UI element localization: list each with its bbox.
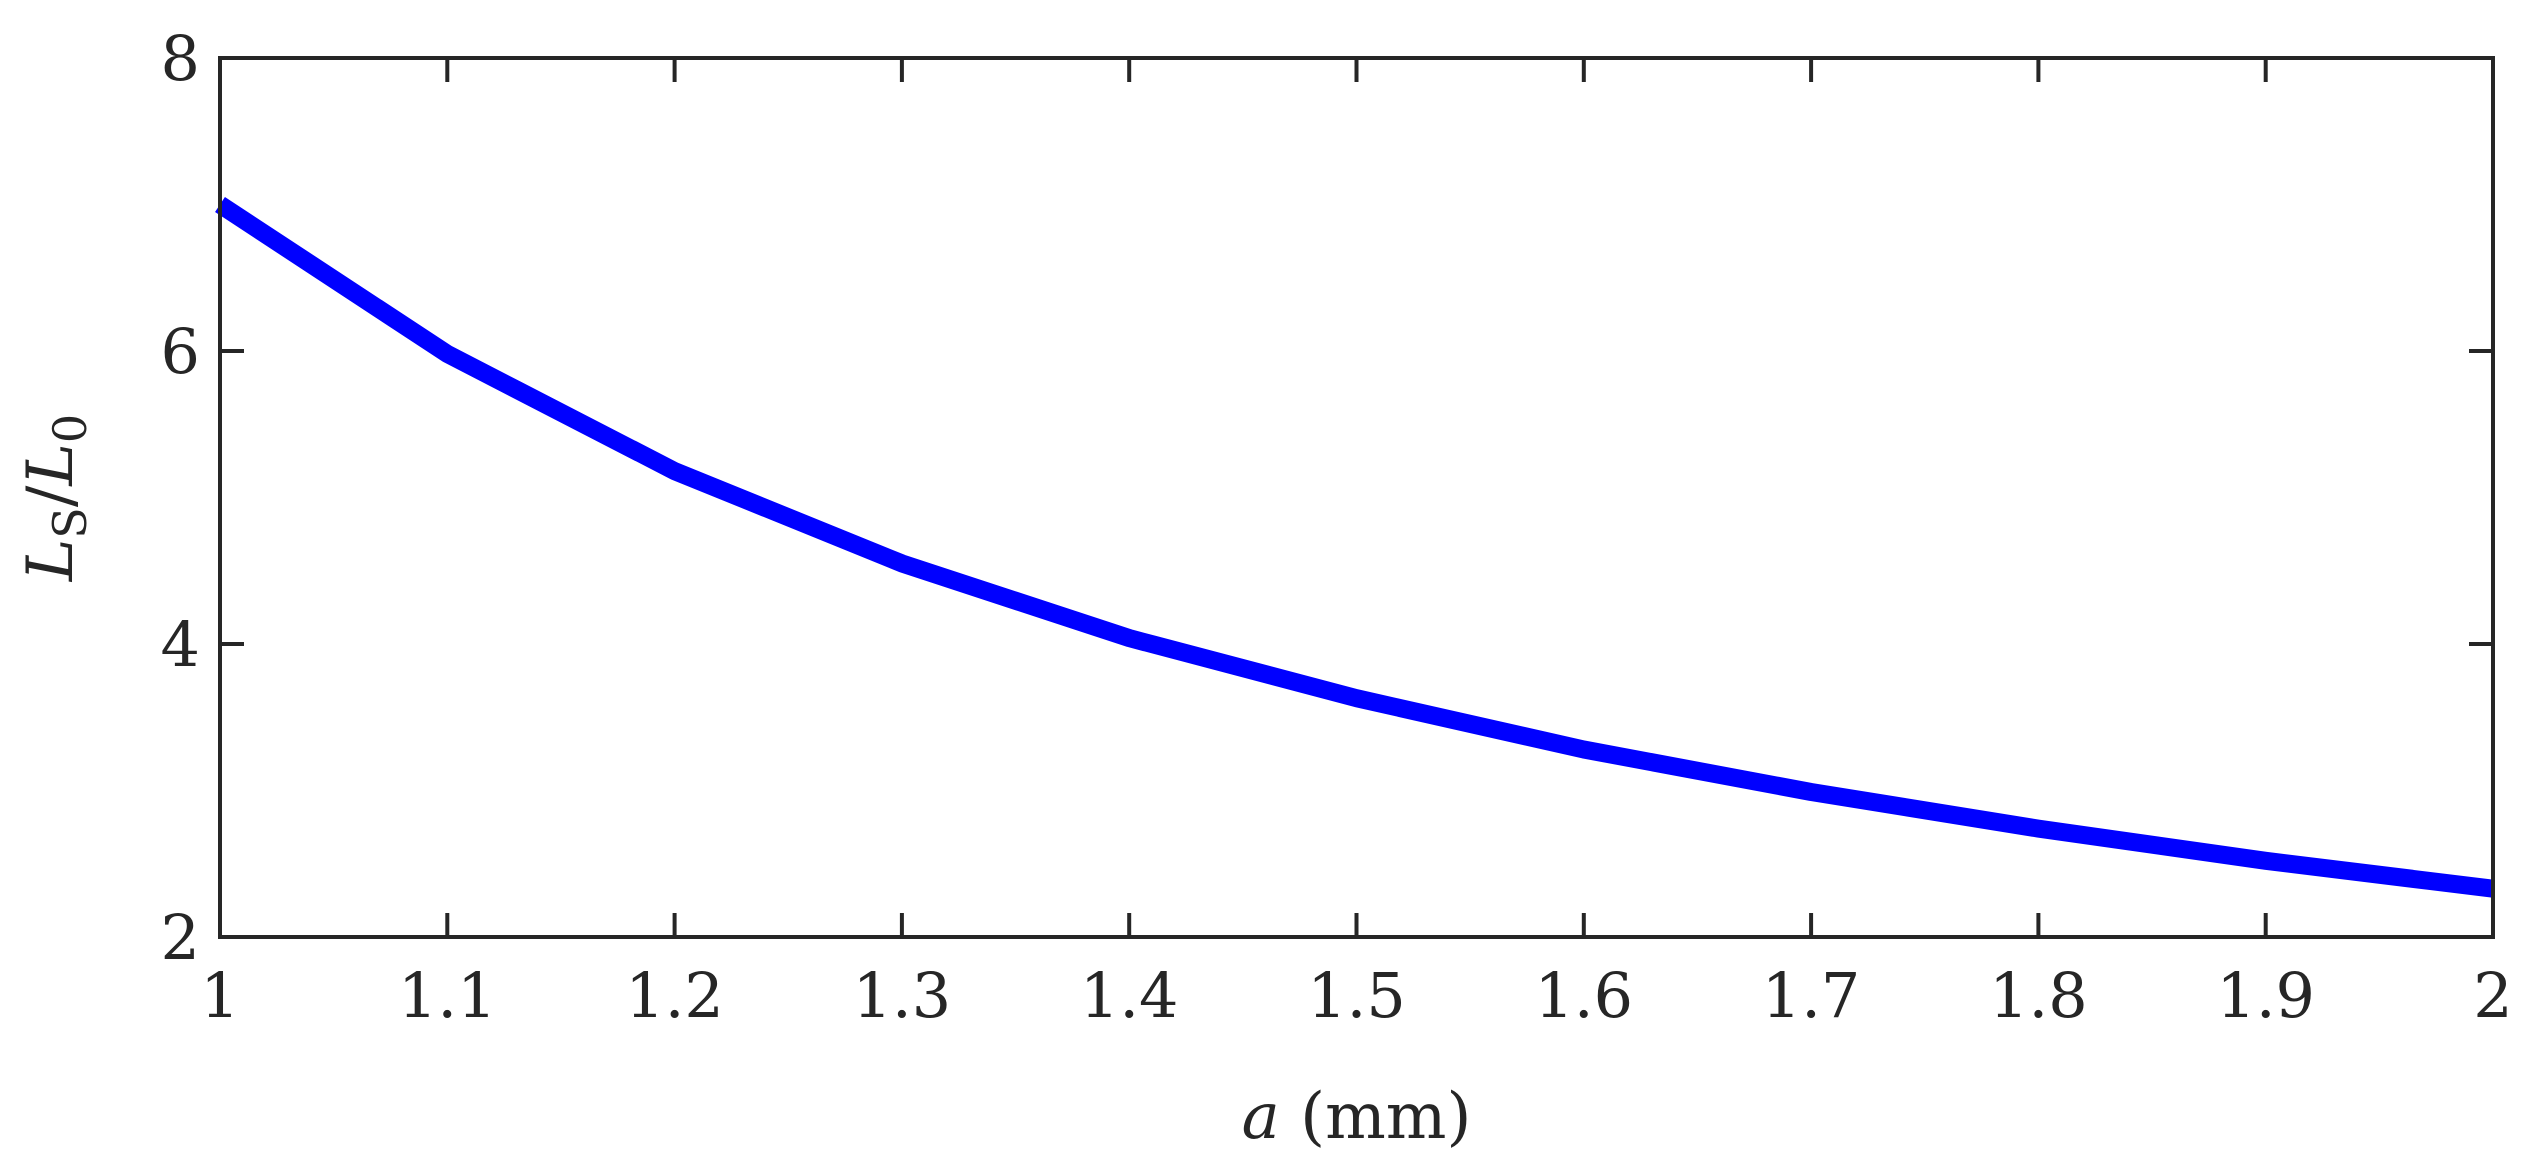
y-tick-label: 4 [161, 608, 200, 681]
tick-marks [218, 56, 2495, 939]
series-line [215, 196, 2495, 898]
y-label-sub1: S [43, 507, 97, 539]
y-tick-label: 8 [161, 22, 200, 95]
y-axis-label: LS/L0 [14, 414, 97, 582]
x-axis-label: a (mm) [1242, 1080, 1472, 1154]
x-tick-label: 1.5 [1307, 959, 1406, 1032]
x-tick-label: 1.3 [853, 959, 952, 1032]
y-tick-label: 6 [161, 315, 200, 388]
x-tick-label: 1.8 [1989, 959, 2088, 1032]
x-tick-label: 1 [200, 959, 239, 1032]
x-tick-label: 1.4 [1080, 959, 1179, 1032]
y-label-sub2: 0 [43, 414, 97, 443]
x-tick-label: 1.2 [625, 959, 724, 1032]
x-tick-label: 1.7 [1762, 959, 1861, 1032]
x-tick-label: 1.6 [1534, 959, 1633, 1032]
y-tick-labels: 2 4 6 8 [161, 22, 200, 974]
x-tick-labels: 1 1.1 1.2 1.3 1.4 1.5 1.6 1.7 1.8 1.9 2 [200, 959, 2512, 1032]
y-tick-label: 2 [161, 901, 200, 974]
x-axis-unit: (mm) [1280, 1080, 1472, 1154]
x-tick-label: 1.9 [2216, 959, 2315, 1032]
y-label-base2: L [14, 443, 88, 487]
series-layer [215, 196, 2495, 898]
y-label-base1: L [14, 539, 88, 583]
x-tick-label: 1.1 [398, 959, 497, 1032]
x-tick-label: 2 [2473, 959, 2512, 1032]
x-axis-variable: a [1242, 1080, 1280, 1154]
plot-area-frame [218, 56, 2495, 939]
y-label-sep: / [14, 485, 88, 507]
